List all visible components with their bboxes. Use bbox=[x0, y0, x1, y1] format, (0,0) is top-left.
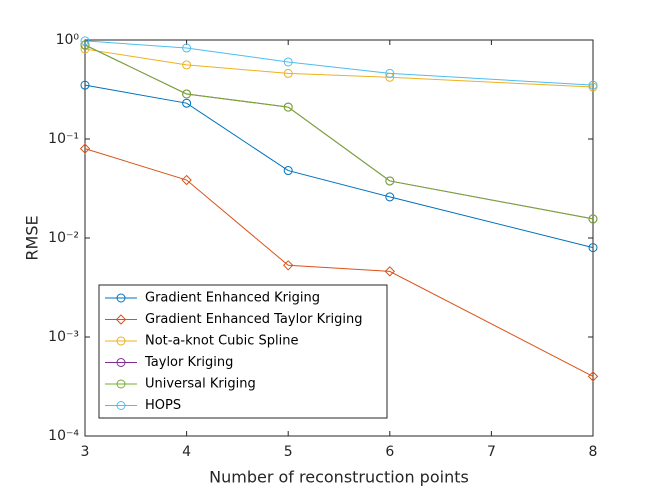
x-tick-label: 5 bbox=[284, 444, 293, 460]
y-tick-label: 10⁻¹ bbox=[48, 131, 79, 147]
line bbox=[84, 48, 594, 88]
line bbox=[84, 148, 594, 377]
line bbox=[84, 40, 594, 86]
marker bbox=[182, 98, 192, 108]
axes-box bbox=[84, 39, 594, 437]
legend-label: Not-a-knot Cubic Spline bbox=[145, 334, 299, 349]
y-tick-label: 10⁰ bbox=[56, 32, 80, 48]
marker bbox=[385, 68, 395, 78]
marker bbox=[385, 192, 395, 202]
x-tick-label: 3 bbox=[81, 444, 90, 460]
marker bbox=[79, 143, 91, 154]
legend-label: Gradient Enhanced Taylor Kriging bbox=[145, 312, 362, 327]
marker bbox=[283, 68, 293, 78]
y-tick-label: 10⁻³ bbox=[48, 329, 79, 345]
marker bbox=[116, 336, 126, 346]
marker bbox=[116, 293, 126, 303]
y-tick-label: 10⁻⁴ bbox=[48, 428, 79, 444]
legend-box bbox=[98, 284, 388, 419]
marker bbox=[182, 89, 192, 99]
line bbox=[84, 44, 594, 220]
marker bbox=[116, 379, 126, 389]
x-tick-label: 8 bbox=[589, 444, 598, 460]
line bbox=[84, 84, 594, 249]
legend: Gradient Enhanced Kriging Gradient Enhanc… bbox=[98, 284, 388, 419]
marker bbox=[385, 176, 395, 186]
marker bbox=[588, 214, 598, 224]
legend-label: Gradient Enhanced Kriging bbox=[145, 291, 320, 306]
marker bbox=[182, 60, 192, 70]
marker bbox=[283, 102, 293, 112]
marker bbox=[283, 57, 293, 67]
marker bbox=[80, 36, 90, 46]
x-tick-label: 6 bbox=[385, 444, 394, 460]
marker bbox=[384, 266, 396, 277]
x-axis-label: Number of reconstruction points bbox=[209, 468, 469, 487]
marker bbox=[181, 174, 192, 186]
marker bbox=[80, 80, 90, 90]
marker bbox=[588, 243, 598, 253]
marker bbox=[283, 166, 293, 176]
legend-label: HOPS bbox=[145, 398, 181, 413]
x-tick-label: 7 bbox=[487, 444, 496, 460]
marker bbox=[115, 314, 127, 325]
legend-label: Taylor Kriging bbox=[144, 355, 233, 370]
marker bbox=[116, 358, 126, 367]
y-tick-label: 10⁻² bbox=[48, 230, 79, 246]
legend-label: Universal Kriging bbox=[145, 377, 256, 392]
marker bbox=[182, 43, 192, 53]
marker bbox=[116, 401, 126, 410]
marker bbox=[588, 80, 598, 90]
marker bbox=[282, 260, 294, 271]
x-tick-label: 4 bbox=[182, 444, 191, 460]
marker bbox=[587, 371, 599, 382]
y-axis-label: RMSE bbox=[23, 215, 42, 260]
